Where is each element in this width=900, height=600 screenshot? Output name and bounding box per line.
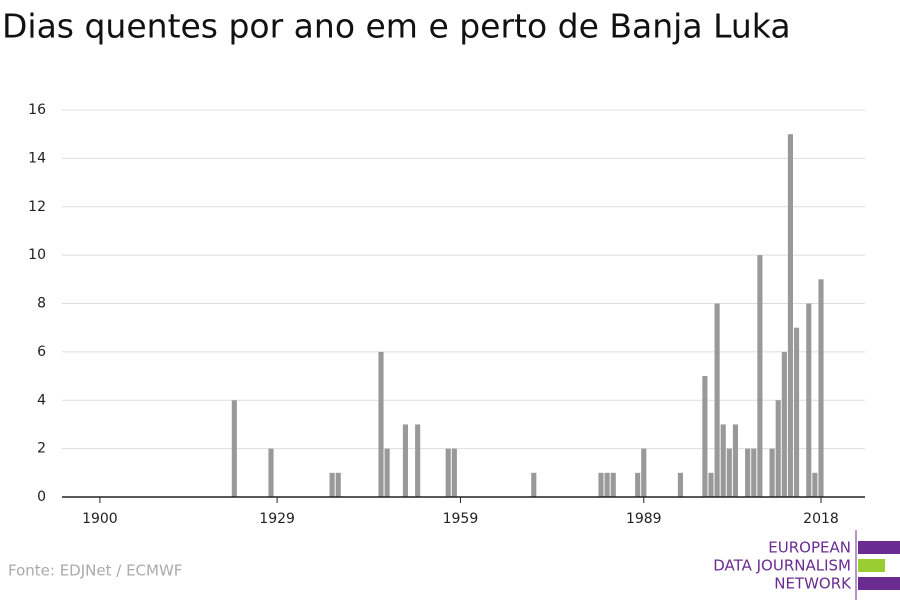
x-tick-label: 2018 [803, 511, 839, 527]
y-tick-label: 0 [37, 489, 46, 505]
bar [732, 424, 739, 497]
chart-title: Dias quentes por ano em e perto de Banja… [2, 7, 791, 46]
logo-bar [858, 541, 900, 554]
bar [806, 303, 812, 497]
y-tick-label: 12 [28, 199, 46, 215]
logo-bar [858, 577, 900, 590]
y-tick-label: 6 [37, 344, 46, 360]
x-tick-label: 1959 [443, 511, 479, 527]
bar [641, 448, 647, 497]
bar [769, 448, 775, 497]
bar [378, 351, 384, 497]
bar [787, 134, 794, 497]
bar [268, 448, 274, 497]
bar [714, 303, 720, 497]
bar [818, 279, 824, 497]
bar [702, 376, 708, 497]
y-tick-label: 8 [37, 296, 46, 312]
bar [781, 351, 787, 497]
y-tick-label: 16 [28, 102, 46, 118]
y-tick-label: 4 [37, 392, 46, 408]
bar [384, 448, 390, 497]
y-tick-label: 2 [37, 441, 46, 457]
bar [329, 472, 335, 497]
bar [531, 472, 537, 497]
bar [402, 424, 409, 497]
bar [757, 255, 763, 497]
y-tick-label: 10 [28, 247, 46, 263]
bar [635, 472, 641, 497]
bar [793, 327, 800, 497]
bar [604, 472, 610, 497]
bar [445, 448, 451, 497]
logo-bar [858, 559, 885, 572]
x-tick-label: 1989 [626, 511, 662, 527]
bar [708, 472, 714, 497]
bar [231, 400, 237, 497]
bar [720, 424, 726, 497]
logo-text: DATA JOURNALISM [713, 557, 851, 575]
bar [610, 472, 616, 497]
bar [812, 472, 818, 497]
logo-text: EUROPEAN [768, 539, 851, 557]
x-tick-label: 1929 [259, 511, 295, 527]
y-tick-label: 14 [28, 150, 46, 166]
bar [598, 472, 604, 497]
bar [751, 448, 757, 497]
bar [451, 448, 457, 497]
bar [335, 472, 341, 497]
bar [677, 472, 684, 497]
logo-text: NETWORK [774, 575, 852, 593]
bar [745, 448, 751, 497]
bar [726, 448, 732, 497]
x-tick-label: 1900 [82, 511, 118, 527]
source: Fonte: EDJNet / ECMWF [8, 562, 182, 580]
bar [775, 400, 781, 497]
bar [415, 424, 421, 497]
